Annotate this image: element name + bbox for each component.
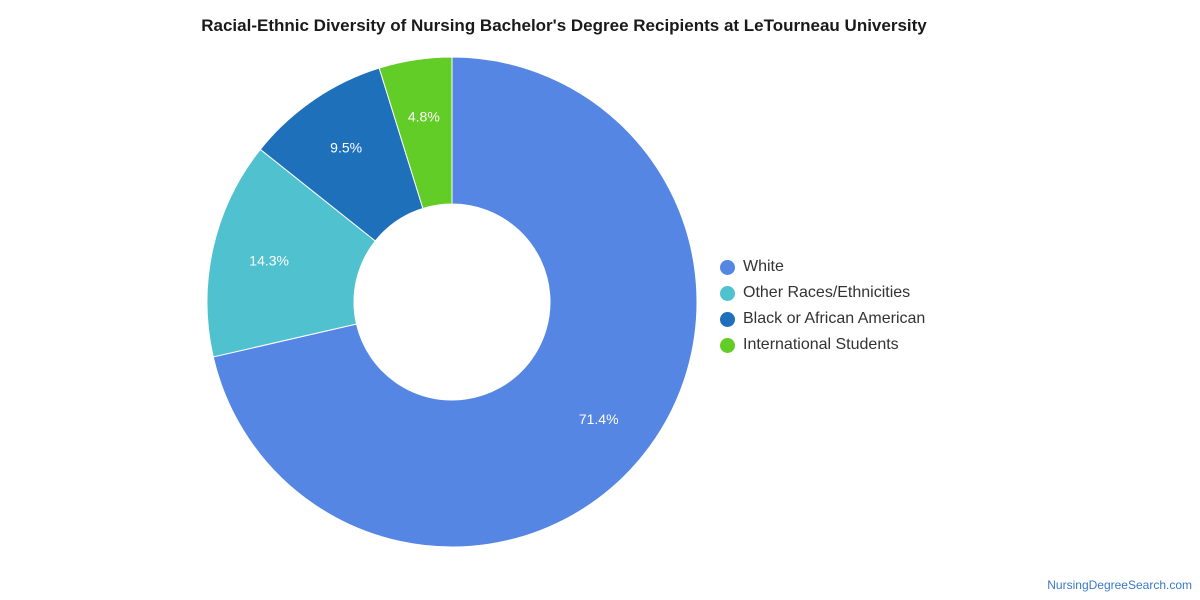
legend-swatch <box>720 311 735 327</box>
watermark-link[interactable]: NursingDegreeSearch.com <box>1047 578 1192 592</box>
slice-label-black-or-african-american: 9.5% <box>330 139 362 155</box>
slice-label-international-students: 4.8% <box>408 109 440 125</box>
legend-label: International Students <box>743 336 899 353</box>
chart-title: Racial-Ethnic Diversity of Nursing Bache… <box>201 16 927 35</box>
legend-item-other-races-ethnicities[interactable]: Other Races/Ethnicities <box>720 280 925 306</box>
legend-swatch <box>720 285 735 301</box>
legend-item-white[interactable]: White <box>720 254 925 280</box>
legend-label: Other Races/Ethnicities <box>743 284 911 301</box>
legend: White Other Races/Ethnicities Black or Afr… <box>720 254 925 358</box>
donut-labels: 71.4% 14.3% 9.5% 4.8% <box>249 109 618 427</box>
legend-swatch <box>720 337 735 353</box>
slice-other-races-ethnicities[interactable] <box>206 148 377 358</box>
slice-international-students[interactable] <box>378 56 453 210</box>
legend-item-black-or-african-american[interactable]: Black or African American <box>720 306 925 332</box>
legend-item-international-students[interactable]: International Students <box>720 332 925 358</box>
legend-swatch <box>720 259 735 275</box>
slice-label-white: 71.4% <box>579 411 619 427</box>
slice-white[interactable] <box>212 56 698 548</box>
slice-label-other-races-ethnicities: 14.3% <box>249 253 289 269</box>
donut-slices <box>206 56 698 548</box>
legend-label: White <box>743 258 784 275</box>
legend-label: Black or African American <box>743 310 926 327</box>
